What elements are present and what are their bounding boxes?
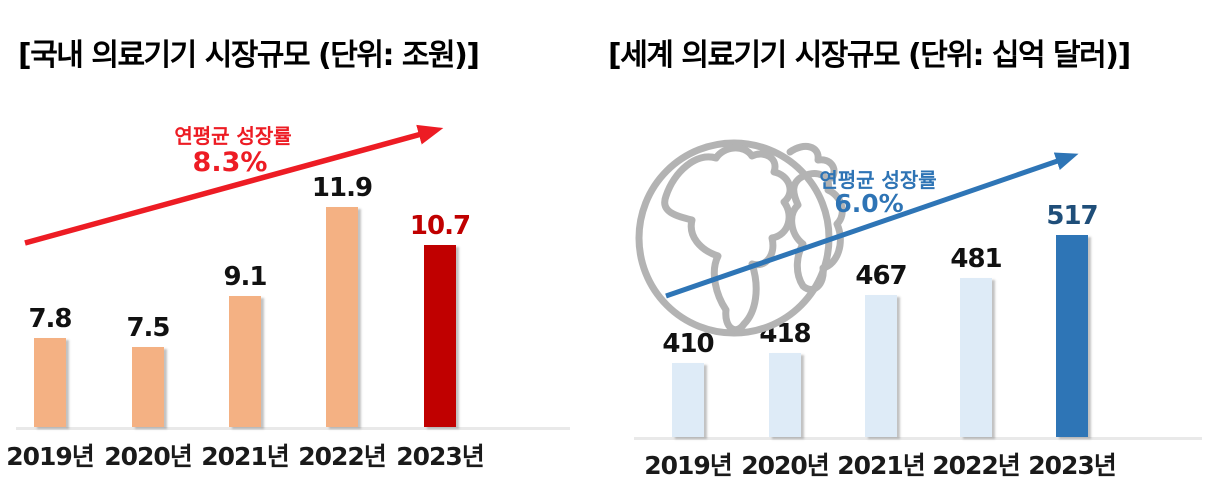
bar-2019년 bbox=[34, 338, 66, 427]
axis-year-label: 2019년 bbox=[6, 442, 95, 471]
bar-2021년 bbox=[865, 295, 897, 437]
growth-rate-caption: 연평균 성장률 bbox=[174, 124, 292, 148]
growth-arrow-icon bbox=[24, 124, 444, 246]
global-market-chart: [세계 의료기기 시장규모 (단위: 십억 달러)] 연평균 성장률 bbox=[604, 0, 1209, 479]
bar-2022년 bbox=[326, 207, 358, 427]
axis-year-label: 2020년 bbox=[741, 451, 830, 479]
x-axis-baseline bbox=[16, 427, 570, 430]
x-axis-baseline bbox=[634, 437, 1202, 440]
axis-year-label: 2019년 bbox=[644, 451, 733, 479]
bar-value-label: 7.8 bbox=[28, 304, 72, 334]
axis-year-label: 2022년 bbox=[298, 442, 387, 471]
domestic-market-chart: [국내 의료기기 시장규모 (단위: 조원)] 연평균 성장률 8.3% 7.8… bbox=[0, 0, 604, 479]
axis-year-label: 2023년 bbox=[1028, 451, 1117, 479]
bar-value-label: 7.5 bbox=[126, 313, 170, 343]
bar-2023년 bbox=[1056, 235, 1088, 437]
global-plot-area: 연평균 성장률 6.0% 410 2019년 418 2020년 467 2021년 481… bbox=[604, 0, 1209, 479]
axis-year-label: 2023년 bbox=[396, 442, 485, 471]
bar-value-label: 9.1 bbox=[223, 262, 267, 292]
bar-value-label: 517 bbox=[1046, 201, 1098, 231]
chart-title-domestic: [국내 의료기기 시장규모 (단위: 조원)] bbox=[18, 38, 480, 73]
axis-year-label: 2021년 bbox=[201, 442, 290, 471]
chart-title-global: [세계 의료기기 시장규모 (단위: 십억 달러)] bbox=[608, 38, 1131, 73]
bar-value-label: 418 bbox=[759, 319, 811, 349]
bar-2023년 bbox=[424, 245, 456, 427]
axis-year-label: 2021년 bbox=[837, 451, 926, 479]
bar-value-label: 10.7 bbox=[409, 211, 471, 241]
growth-rate-value: 6.0% bbox=[834, 189, 904, 218]
growth-rate-value: 8.3% bbox=[192, 147, 268, 178]
domestic-plot-area: 연평균 성장률 8.3% 7.8 2019년 7.5 2020년 9.1 2021년 11.… bbox=[0, 0, 604, 479]
bar-value-label: 481 bbox=[950, 244, 1002, 274]
bar-2020년 bbox=[769, 353, 801, 437]
bar-2022년 bbox=[960, 278, 992, 437]
bar-2019년 bbox=[672, 363, 704, 437]
bar-2021년 bbox=[229, 296, 261, 427]
axis-year-label: 2020년 bbox=[104, 442, 193, 471]
axis-year-label: 2022년 bbox=[932, 451, 1021, 479]
bar-2020년 bbox=[132, 347, 164, 427]
